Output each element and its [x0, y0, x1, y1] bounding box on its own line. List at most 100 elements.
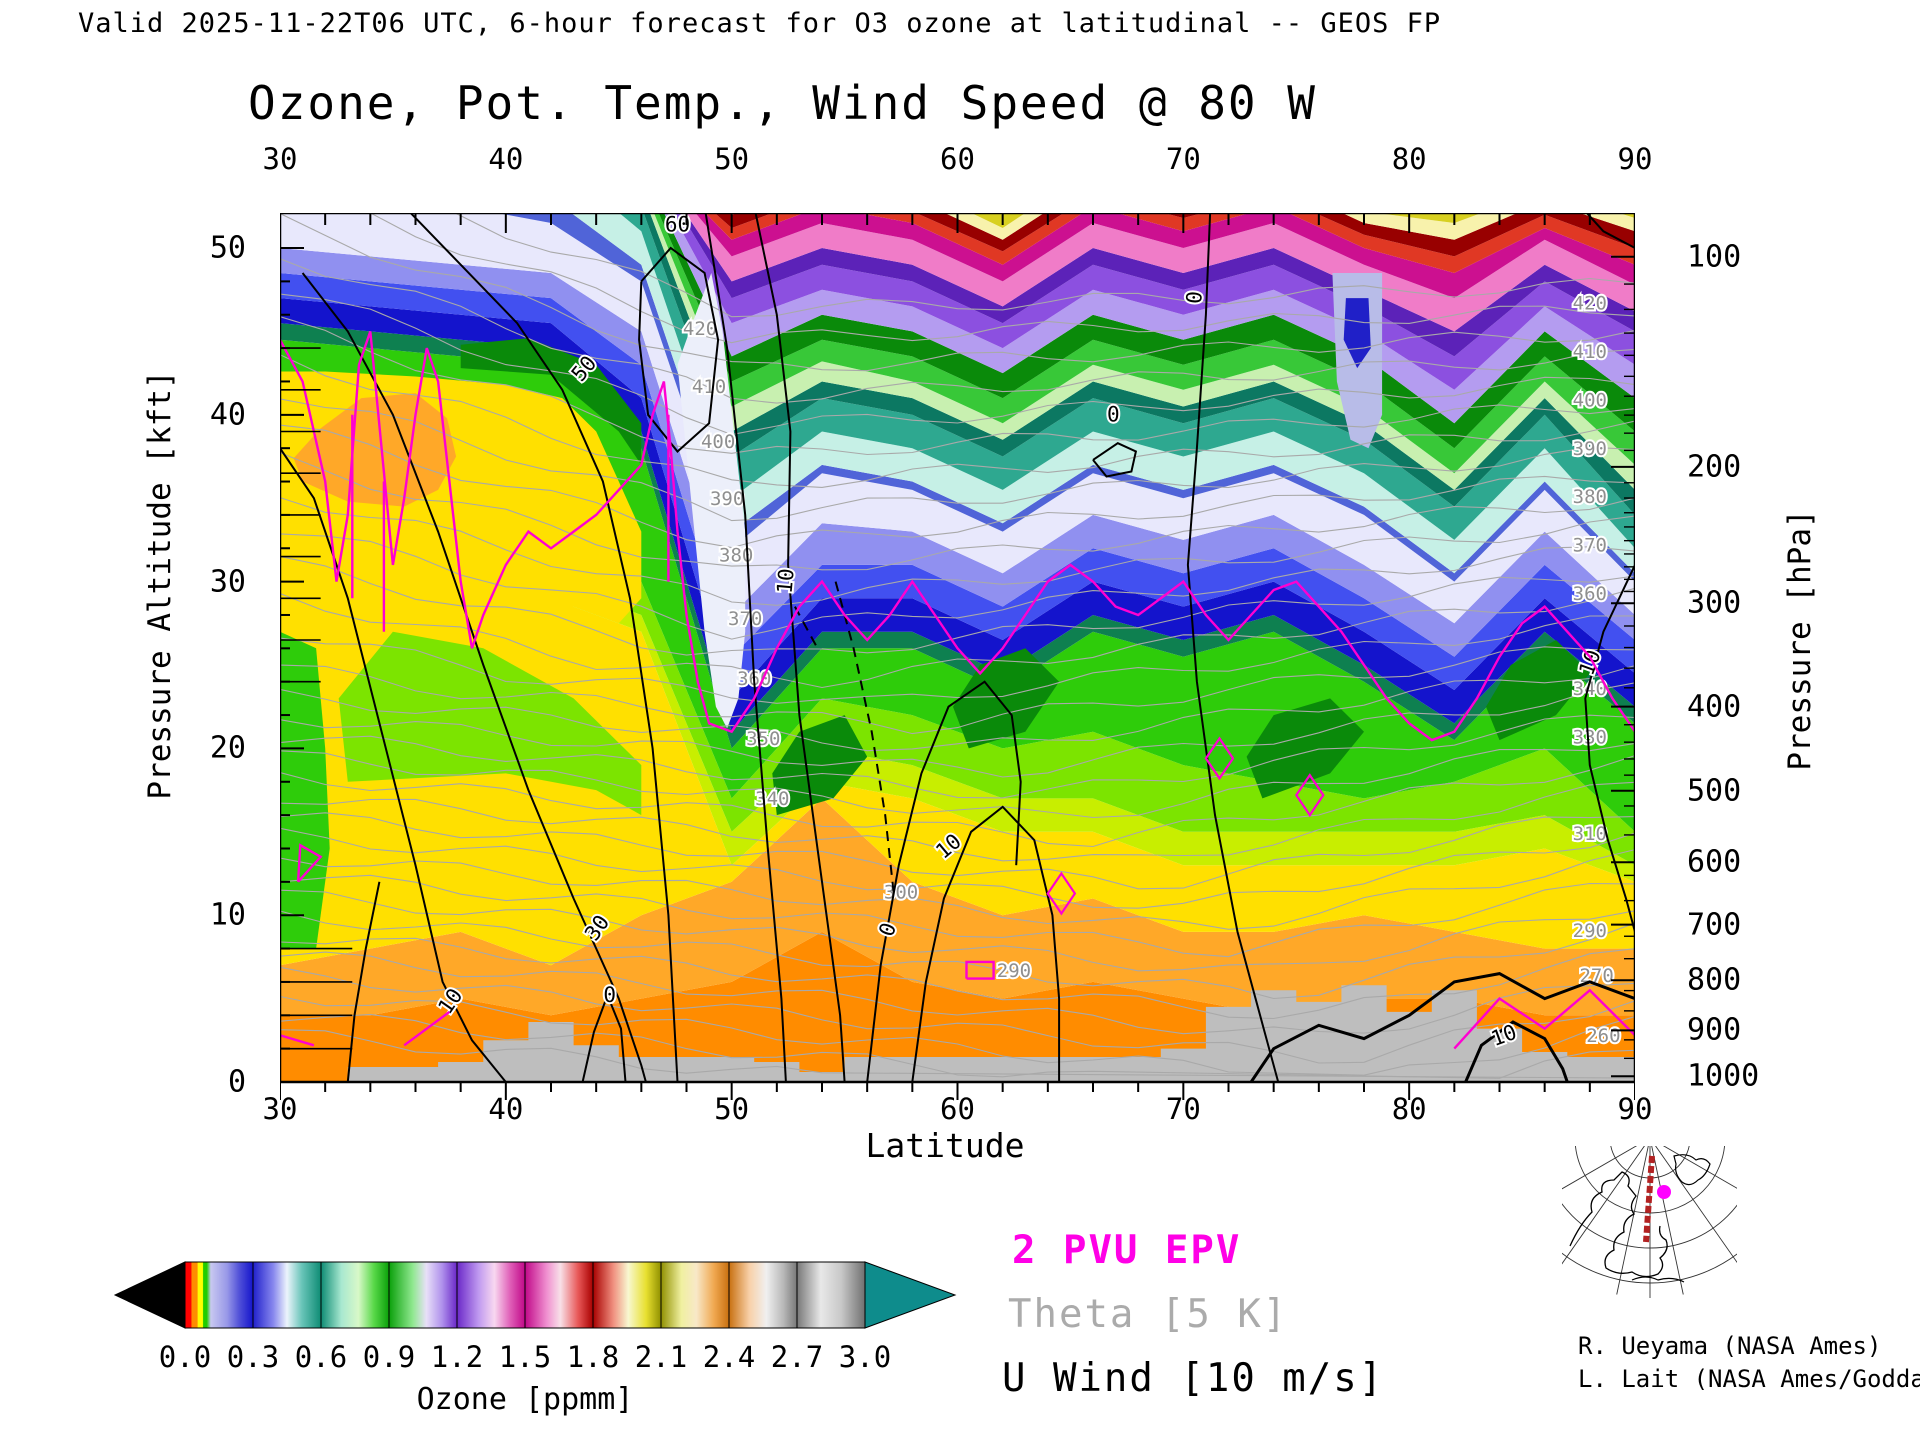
theta-contour	[280, 316, 1635, 456]
uwind-contour	[1092, 442, 1138, 478]
theta-label: 390	[1573, 438, 1607, 460]
theta-contour	[369, 213, 1635, 344]
left-tick-30: 30	[209, 564, 246, 600]
theta-contour	[280, 849, 1635, 930]
colorbar-block-6	[592, 1261, 662, 1329]
theta-contour	[280, 781, 1635, 862]
uwind-contour	[1584, 564, 1635, 933]
band-periwinkle	[280, 248, 1635, 657]
top-tick-90: 90	[1617, 142, 1653, 176]
theta-label: 420	[1573, 293, 1607, 315]
theta-label: 370	[728, 608, 762, 630]
top-tick-70: 70	[1165, 142, 1201, 176]
colorbar-block-1	[252, 1261, 322, 1329]
uwind-contour	[794, 606, 819, 649]
x-axis-title: Latitude	[865, 1126, 1025, 1165]
colorbar-label-1.2: 1.2	[430, 1340, 484, 1374]
band-pale-lavender	[280, 213, 1635, 624]
right-tick-200: 200	[1687, 449, 1742, 485]
theta-label: 380	[1573, 486, 1607, 508]
colorbar-block-9	[796, 1261, 866, 1329]
credit-line-1: R. Ueyama (NASA Ames)	[1578, 1332, 1882, 1360]
right-tick-600: 600	[1687, 844, 1742, 880]
main-plot: 420 410 400 390 380 370 360 350 340 300 290 420 410 4…	[280, 213, 1635, 1108]
colorbar-label-1.8: 1.8	[566, 1340, 620, 1374]
band-purple	[672, 213, 1635, 390]
theta-contour	[280, 424, 1635, 549]
uwind-label: 10	[773, 567, 799, 594]
y-axis-right-title: Pressure [hPa]	[1782, 509, 1818, 771]
band-yellow	[280, 581, 1635, 966]
pvu-segment	[403, 1010, 451, 1047]
legend-theta: Theta [5 K]	[1008, 1292, 1289, 1337]
theta-contour	[280, 827, 1635, 909]
theta-contour	[280, 213, 1635, 372]
uwind-contour	[1464, 1020, 1569, 1082]
top-tick-80: 80	[1391, 142, 1427, 176]
band-teal	[619, 213, 1635, 549]
right-tick-400: 400	[1687, 689, 1742, 725]
right-tick-800: 800	[1687, 962, 1742, 998]
top-tick-60: 60	[940, 142, 975, 176]
right-tick-300: 300	[1687, 585, 1742, 621]
overlay-dkgreen-e	[1486, 640, 1590, 741]
pvu-segment	[1453, 988, 1635, 1050]
uwind-contour	[866, 680, 1022, 1082]
theta-contour	[280, 742, 1635, 819]
theta-label: 360	[1573, 583, 1607, 605]
colorbar-label-1.5: 1.5	[498, 1340, 552, 1374]
overlay-dkgreen-cap	[460, 338, 642, 465]
theta-contour	[280, 497, 1635, 606]
plot-frame	[280, 213, 1635, 1084]
theta-contour	[280, 812, 1635, 890]
left-tick-20: 20	[209, 730, 246, 766]
band-yellow-green	[280, 548, 1635, 882]
theta-label: 400	[1573, 389, 1607, 411]
right-tick-500: 500	[1687, 773, 1742, 809]
colorbar-label-0.6: 0.6	[294, 1340, 348, 1374]
top-tick-50: 50	[714, 142, 750, 176]
band-pink	[685, 213, 1635, 332]
colorbar-block-8	[728, 1261, 798, 1329]
band-magenta	[695, 213, 1635, 299]
theta-contour	[280, 1029, 1635, 1079]
theta-contour	[280, 937, 1635, 1020]
uwind-label: 60	[665, 213, 690, 236]
pvu-diamond	[1046, 871, 1077, 916]
theta-label: 310	[1573, 823, 1607, 845]
uwind-contour	[834, 581, 896, 899]
theta-contour	[280, 714, 1635, 799]
theta-contour	[280, 995, 1635, 1076]
colorbar-label-2.7: 2.7	[770, 1340, 824, 1374]
overlay-polar-blue-blob	[1343, 298, 1371, 369]
colorbar-left-arrow	[113, 1261, 186, 1329]
colorbar-label-2.1: 2.1	[634, 1340, 688, 1374]
y-axis-left-title: Pressure Altitude [kft]	[142, 370, 178, 800]
uwind-contour	[1249, 972, 1635, 1082]
band-purple-dark	[680, 213, 1635, 357]
colorbar-svg	[113, 1261, 957, 1329]
theta-label: 420	[683, 318, 717, 340]
pvu-diamond	[1294, 773, 1325, 818]
theta-contour	[280, 682, 1635, 778]
theta-contour	[280, 533, 1635, 640]
left-tick-50: 50	[209, 230, 246, 266]
colorbar-block-3	[388, 1261, 458, 1329]
uwind-contour	[638, 246, 720, 453]
colorbar-title: Ozone [ppmm]	[416, 1382, 634, 1417]
band-orange	[280, 798, 1635, 1016]
band-steel-blue	[496, 213, 1635, 582]
pvu-line-main	[280, 331, 1635, 742]
theta-label: 300	[884, 882, 918, 904]
bottom-tick-60: 60	[940, 1092, 975, 1126]
transect-80w-line	[1643, 1155, 1655, 1243]
theta-contour	[280, 1013, 1635, 1079]
uwind-contour	[1585, 213, 1635, 249]
theta-contour	[280, 452, 1635, 571]
pvu-segment	[965, 960, 995, 980]
theta-contour	[280, 874, 1635, 958]
right-tick-1000: 1000	[1687, 1058, 1760, 1094]
band-teal-green-dark	[280, 323, 1635, 749]
theta-contour	[280, 354, 1635, 488]
colorbar-block-2	[320, 1261, 390, 1329]
